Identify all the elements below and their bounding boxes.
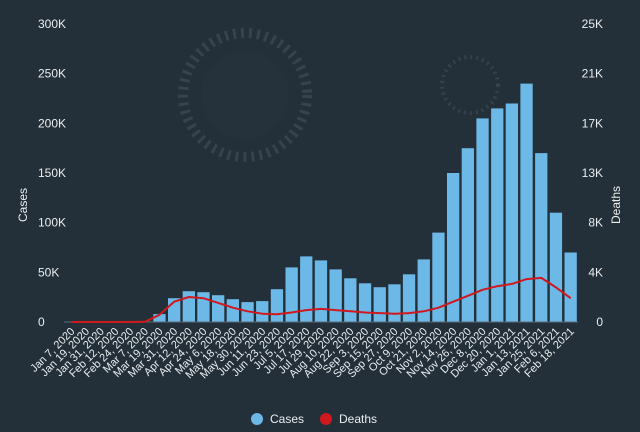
cases-bar[interactable] — [549, 212, 563, 322]
cases-bar[interactable] — [461, 148, 474, 322]
cases-bar[interactable] — [520, 83, 533, 322]
cases-bar[interactable] — [447, 173, 460, 322]
cases-bar[interactable] — [197, 292, 210, 322]
cases-bar[interactable] — [373, 287, 386, 322]
y-right-tick-label: 17K — [582, 116, 603, 130]
cases-bar[interactable] — [564, 252, 577, 323]
y-left-tick-label: 150K — [38, 166, 66, 180]
cases-bar[interactable] — [300, 256, 313, 322]
y-axis-right-title: Deaths — [609, 186, 623, 224]
background-virus-watermark — [178, 28, 500, 162]
cases-bar[interactable] — [417, 259, 430, 322]
cases-bar[interactable] — [491, 108, 504, 323]
legend-cases-label: Cases — [270, 412, 304, 426]
cases-bar[interactable] — [212, 295, 225, 322]
y-left-tick-label: 0 — [38, 315, 45, 329]
cases-bar[interactable] — [182, 291, 195, 322]
y-right-tick-label: 25K — [582, 17, 603, 31]
deaths-line — [71, 276, 572, 323]
y-right-tick-label: 21K — [582, 67, 603, 81]
y-axis-left-title: Cases — [16, 188, 30, 222]
cases-bar[interactable] — [226, 299, 239, 322]
cases-bar[interactable] — [256, 301, 269, 322]
cases-bar[interactable] — [285, 267, 298, 322]
cases-bar[interactable] — [314, 260, 328, 322]
legend-deaths-swatch — [320, 413, 332, 425]
y-right-tick-label: 4K — [588, 265, 603, 279]
cases-bar[interactable] — [358, 283, 372, 322]
cases-bar[interactable] — [329, 269, 342, 322]
legend-deaths-label: Deaths — [339, 412, 377, 426]
y-right-tick-label: 13K — [582, 166, 603, 180]
cases-bar[interactable] — [153, 314, 166, 322]
cases-bar[interactable] — [432, 232, 445, 322]
cases-bar[interactable] — [388, 284, 401, 322]
y-left-tick-label: 200K — [38, 116, 66, 130]
y-right-tick-label: 8K — [588, 216, 603, 230]
y-axis-right-ticks: 0 4K 8K 13K 17K 21K 25K — [582, 17, 604, 329]
y-left-tick-label: 300K — [38, 17, 66, 31]
cases-bar[interactable] — [344, 278, 357, 322]
legend-item-deaths[interactable]: Deaths — [320, 412, 377, 426]
cases-bar[interactable] — [505, 103, 518, 323]
legend-item-cases[interactable]: Cases — [251, 412, 304, 426]
cases-bar[interactable] — [476, 118, 489, 323]
cases-bar[interactable] — [270, 289, 284, 322]
legend-cases-swatch — [251, 413, 263, 425]
cases-bar[interactable] — [402, 274, 416, 322]
cases-bar[interactable] — [535, 153, 548, 322]
cases-bars — [138, 83, 577, 323]
legend: Cases Deaths — [251, 412, 377, 426]
y-left-tick-label: 50K — [38, 265, 59, 279]
y-right-tick-label: 0 — [596, 315, 603, 329]
y-left-tick-label: 100K — [38, 216, 66, 230]
plot-area — [64, 83, 578, 323]
y-left-tick-label: 250K — [38, 67, 66, 81]
y-axis-left-ticks: 0 50K 100K 150K 200K 250K 300K — [38, 17, 66, 329]
